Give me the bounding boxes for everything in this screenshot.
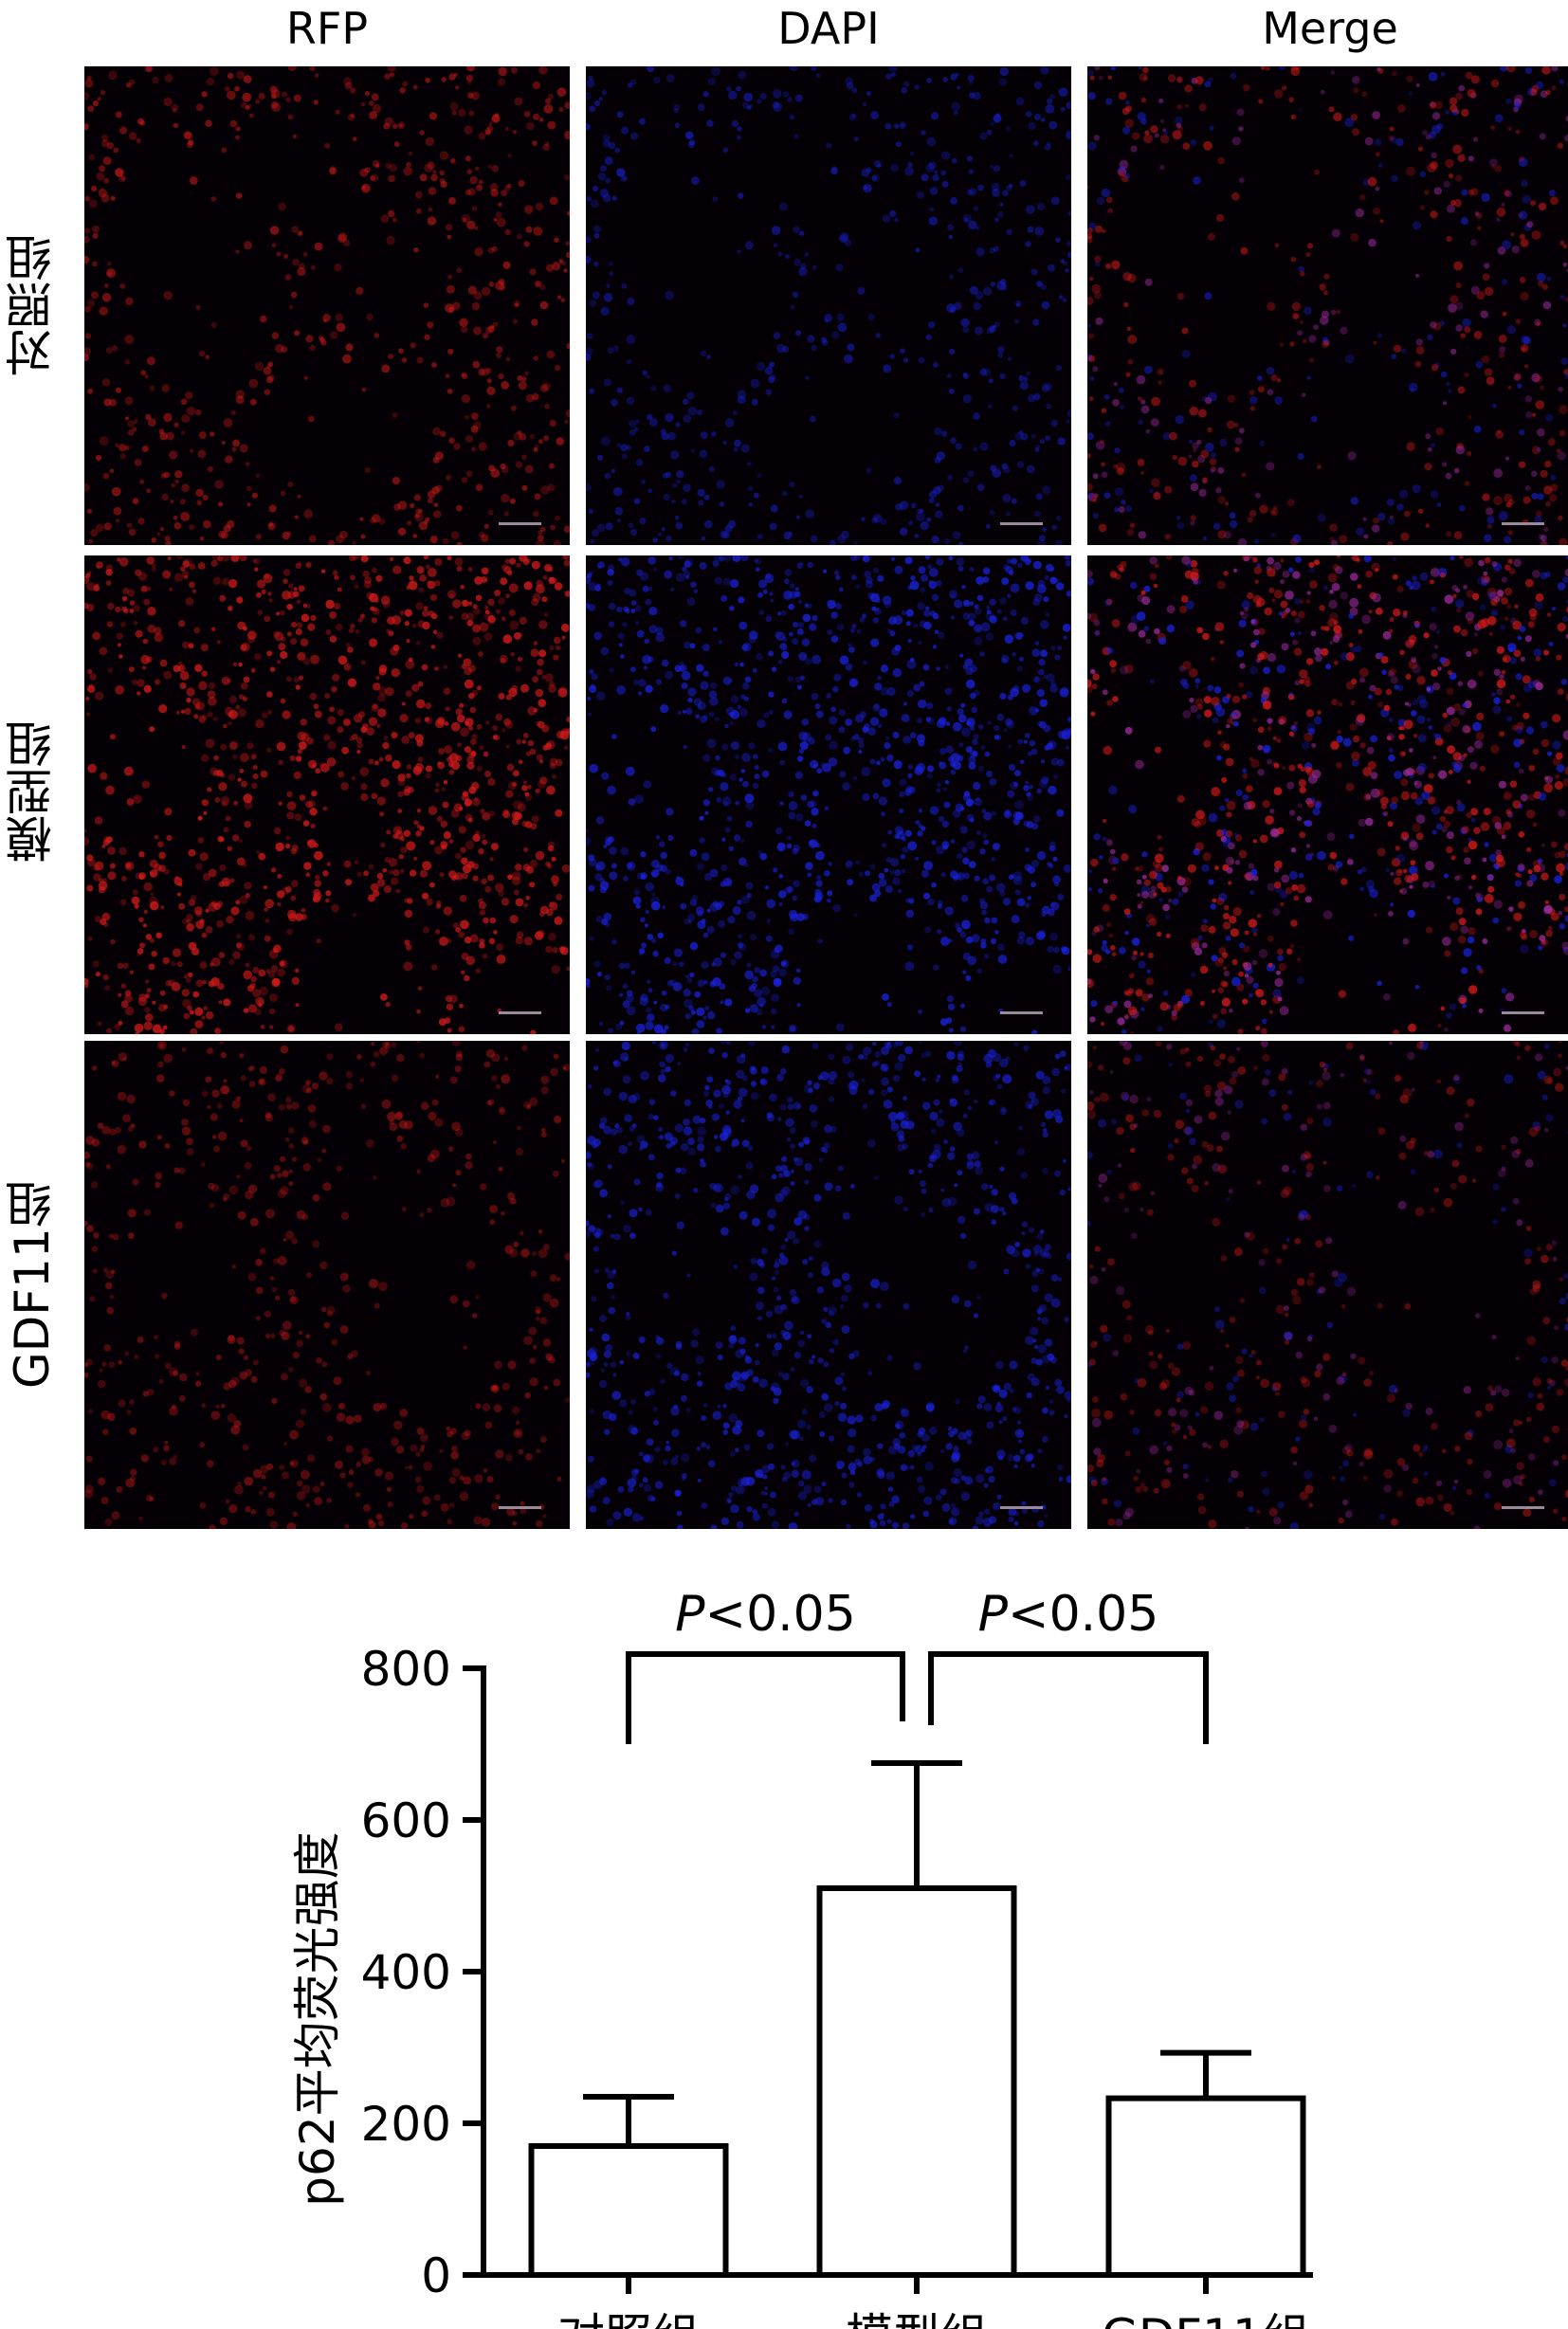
y-tick-label: 800 [361, 1642, 451, 1697]
significance-bracket [928, 1651, 1209, 1744]
scale-bar [1502, 1011, 1544, 1014]
scale-bar [1502, 522, 1544, 525]
scale-bar [1000, 522, 1043, 525]
y-tick-label: 0 [421, 2248, 451, 2303]
scale-bar [499, 522, 541, 525]
bar [816, 1885, 1017, 2278]
scale-bar [499, 1011, 541, 1014]
scale-bar [1000, 1011, 1043, 1014]
row-label-gdf11: GDF11组 [5, 1180, 60, 1390]
micrograph-gdf11-dapi [586, 1041, 1071, 1529]
micrograph-model-merge [1087, 555, 1568, 1034]
p62-bar-chart: 0 200 400 600 800 p62平均荧光强度对照组 模型组 GDF11组 P<0.05… [290, 1586, 1313, 2329]
micrograph-control-rfp [84, 66, 570, 545]
x-tick-label: GDF11组 [1102, 2309, 1310, 2329]
micrograph-gdf11-rfp [84, 1041, 570, 1529]
micrograph-model-dapi [586, 555, 1071, 1034]
significance-bracket [626, 1651, 905, 1744]
y-axis-label: p62平均荧光强度 [290, 1831, 345, 2206]
row-label-model: 模型组 [5, 720, 60, 864]
x-tick-label: 模型组 [846, 2309, 988, 2329]
micrograph-model-rfp [84, 555, 570, 1034]
significance-label: P<0.05 [675, 1586, 856, 1643]
column-title-merge: Merge [1262, 3, 1398, 54]
y-tick-label: 400 [361, 1945, 451, 2000]
bar [528, 2143, 729, 2278]
scale-bar [1000, 1506, 1043, 1509]
micrograph-control-dapi [586, 66, 1071, 545]
micrograph-gdf11-merge [1087, 1041, 1568, 1529]
scale-bar [1502, 1506, 1544, 1509]
x-tick-label: 对照组 [557, 2309, 700, 2329]
significance-label: P<0.05 [978, 1586, 1159, 1643]
y-tick-label: 600 [361, 1793, 451, 1848]
y-tick-label: 200 [361, 2097, 451, 2152]
scale-bar [499, 1506, 541, 1509]
row-label-control: 对照组 [5, 234, 60, 377]
micrograph-control-merge [1087, 66, 1568, 545]
column-title-rfp: RFP [285, 3, 369, 54]
bar [1105, 2095, 1306, 2278]
column-title-dapi: DAPI [777, 3, 880, 54]
